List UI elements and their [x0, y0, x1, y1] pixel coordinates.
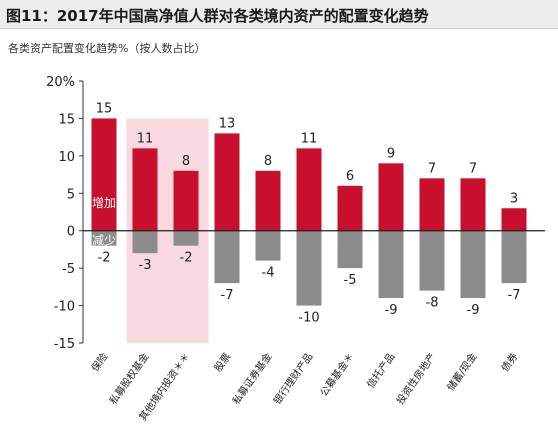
- data-label-increase: 7: [469, 161, 477, 176]
- data-label-increase: 11: [137, 131, 154, 146]
- category-label: 投资性房地产: [393, 350, 438, 407]
- y-tick-label: -10: [54, 300, 75, 315]
- data-label-decrease: -9: [467, 303, 480, 318]
- category-label: 股票: [212, 351, 233, 374]
- data-label-decrease: -4: [262, 266, 275, 281]
- y-tick-label: 15: [58, 112, 75, 127]
- y-tick-label: 0: [67, 225, 75, 240]
- data-label-decrease: -7: [508, 288, 521, 303]
- y-tick-label: -15: [54, 337, 75, 352]
- bar-decrease: [214, 230, 240, 284]
- bar-decrease: [296, 230, 322, 306]
- bar-increase: [132, 148, 158, 231]
- bar-increase: [419, 178, 445, 231]
- category-label: 债券: [498, 350, 520, 374]
- data-label-increase: 3: [510, 191, 518, 206]
- series-label-increase: 增加: [92, 196, 116, 210]
- data-label-increase: 11: [301, 131, 318, 146]
- data-label-increase: 9: [387, 146, 395, 161]
- data-label-decrease: -2: [98, 251, 111, 266]
- data-label-increase: 15: [96, 101, 113, 116]
- data-label-decrease: -2: [180, 251, 193, 266]
- bar-increase: [501, 208, 527, 231]
- data-label-increase: 13: [219, 116, 236, 131]
- bar-increase: [255, 170, 281, 231]
- data-label-increase: 8: [264, 154, 272, 169]
- bar-decrease: [460, 230, 486, 299]
- bar-decrease: [501, 230, 527, 284]
- y-tick-label: 20%: [46, 75, 75, 90]
- data-label-decrease: -5: [344, 273, 357, 288]
- category-label: 保险: [88, 350, 110, 374]
- bar-increase: [296, 148, 322, 231]
- bar-increase: [173, 170, 199, 231]
- category-label: 公募基金＊: [317, 350, 356, 398]
- bar-increase: [214, 133, 240, 231]
- bar-decrease: [173, 230, 199, 246]
- data-label-decrease: -3: [139, 258, 152, 273]
- bar-decrease: [337, 230, 363, 269]
- data-label-decrease: -9: [385, 303, 398, 318]
- bar-decrease: [255, 230, 281, 261]
- series-label-decrease: 减少: [92, 234, 116, 248]
- data-label-increase: 8: [182, 154, 190, 169]
- bar-increase: [91, 118, 117, 231]
- bar-increase: [378, 163, 404, 231]
- data-label-decrease: -8: [426, 296, 439, 311]
- bar-decrease: [419, 230, 445, 291]
- bar-decrease: [91, 230, 117, 246]
- data-label-decrease: -10: [298, 311, 319, 326]
- data-label-increase: 7: [428, 161, 436, 176]
- y-tick-label: 5: [67, 187, 75, 202]
- bar-decrease: [132, 230, 158, 254]
- bar-increase: [460, 178, 486, 231]
- category-label: 银行理财产品: [270, 350, 315, 407]
- category-label: 私募股权基金: [106, 350, 151, 407]
- bar-decrease: [378, 230, 404, 299]
- data-label-increase: 6: [346, 169, 354, 184]
- chart-subtitle: 各类资产配置变化趋势%（按人数占比）: [8, 42, 206, 55]
- category-label: 信托产品: [364, 350, 398, 390]
- figure-header-bar: 图11：2017年中国高净值人群对各类境内资产的配置变化趋势: [0, 0, 558, 29]
- figure-title: 图11：2017年中国高净值人群对各类境内资产的配置变化趋势: [6, 7, 429, 25]
- y-tick-label: 10: [58, 150, 75, 165]
- y-tick-label: -5: [62, 262, 75, 277]
- data-label-decrease: -7: [221, 288, 234, 303]
- category-label: 储蓄/现金: [444, 350, 480, 393]
- category-label: 私募证券基金: [229, 350, 274, 407]
- bar-increase: [337, 185, 363, 231]
